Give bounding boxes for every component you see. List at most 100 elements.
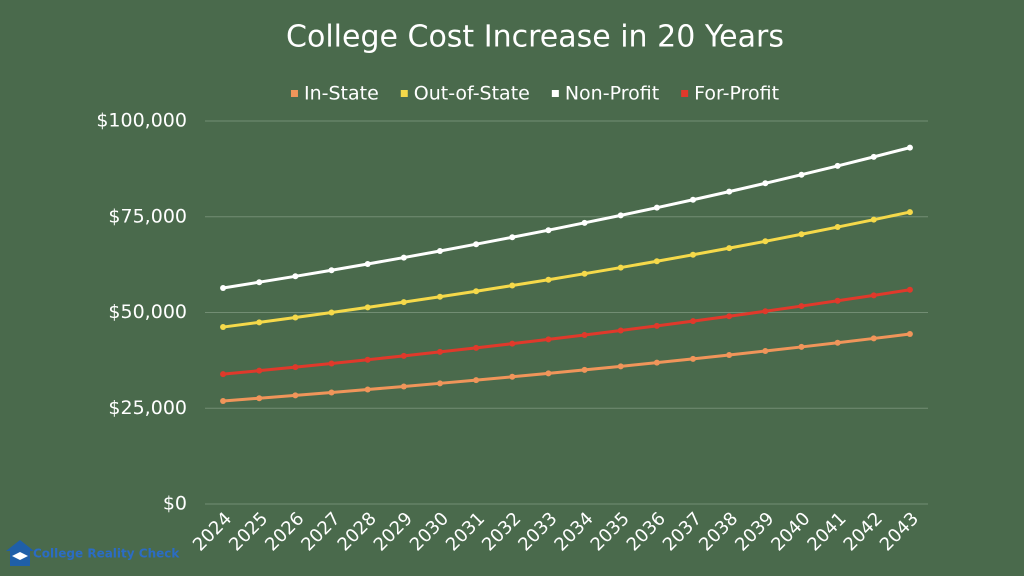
data-point	[364, 260, 371, 267]
data-point	[617, 264, 624, 271]
data-point	[364, 356, 371, 363]
series-line	[222, 332, 911, 403]
data-point	[870, 292, 877, 299]
data-point	[653, 204, 660, 211]
data-point	[581, 366, 588, 373]
data-point	[906, 144, 913, 151]
legend-marker	[290, 90, 298, 97]
data-point	[436, 293, 443, 300]
data-point	[798, 231, 805, 238]
data-point	[400, 299, 407, 306]
data-point	[798, 171, 805, 178]
data-point	[292, 273, 299, 280]
data-point	[509, 373, 516, 380]
data-point	[509, 340, 516, 347]
y-tick-label: $0	[163, 493, 187, 515]
y-tick-label: $75,000	[108, 205, 187, 227]
data-point	[400, 254, 407, 261]
data-point	[400, 352, 407, 359]
data-point	[762, 308, 769, 315]
data-point	[617, 212, 624, 219]
data-point	[690, 196, 697, 203]
data-point	[256, 279, 263, 286]
data-point	[292, 314, 299, 321]
data-point	[762, 180, 769, 187]
data-point	[762, 348, 769, 355]
data-point	[400, 383, 407, 390]
watermark: College Reality Check	[33, 547, 180, 561]
data-point	[292, 364, 299, 371]
legend-label: Non-Profit	[565, 83, 659, 105]
legend-label: For-Profit	[694, 83, 779, 105]
y-tick-label: $50,000	[108, 301, 187, 323]
data-point	[436, 380, 443, 387]
data-point	[798, 303, 805, 310]
data-point	[473, 377, 480, 384]
data-point	[328, 309, 335, 316]
watermark-logo	[6, 540, 34, 566]
series-line	[222, 146, 911, 290]
data-point	[220, 284, 227, 291]
data-point	[436, 348, 443, 355]
data-point	[256, 395, 263, 402]
data-point	[762, 238, 769, 245]
data-point	[509, 234, 516, 241]
data-point	[473, 344, 480, 351]
legend-marker	[400, 90, 408, 97]
data-point	[870, 216, 877, 223]
data-point	[726, 313, 733, 320]
data-point	[653, 258, 660, 265]
data-point	[220, 397, 227, 404]
data-point	[581, 270, 588, 277]
data-point	[834, 162, 841, 169]
data-point	[509, 282, 516, 289]
data-point	[220, 371, 227, 378]
legend-marker	[681, 90, 689, 97]
legend-label: Out-of-State	[414, 83, 530, 105]
data-point	[617, 363, 624, 370]
data-point	[581, 332, 588, 339]
chart-title: College Cost Increase in 20 Years	[286, 20, 784, 55]
data-point	[545, 370, 552, 377]
y-tick-label: $25,000	[108, 397, 187, 419]
legend-label: In-State	[304, 83, 379, 105]
data-point	[870, 335, 877, 342]
data-point	[581, 219, 588, 226]
data-point	[690, 251, 697, 258]
data-point	[328, 389, 335, 396]
data-point	[690, 318, 697, 325]
data-point	[726, 352, 733, 359]
data-point	[220, 324, 227, 331]
series-line	[222, 288, 911, 376]
data-point	[292, 392, 299, 399]
data-point	[690, 355, 697, 362]
data-point	[870, 153, 877, 160]
data-point	[473, 288, 480, 295]
data-point	[798, 343, 805, 350]
data-point	[906, 331, 913, 338]
data-point	[653, 359, 660, 366]
data-point	[256, 367, 263, 374]
data-point	[617, 327, 624, 334]
data-point	[545, 227, 552, 234]
data-point	[834, 339, 841, 346]
data-point	[906, 286, 913, 293]
legend: In-State Out-of-State Non-Profit For-Profit	[290, 83, 779, 105]
data-point	[328, 360, 335, 367]
data-point	[726, 245, 733, 252]
y-tick-label: $100,000	[96, 110, 187, 132]
legend-marker	[551, 90, 559, 97]
data-point	[473, 241, 480, 248]
data-point	[834, 297, 841, 304]
data-point	[653, 322, 660, 329]
data-point	[545, 336, 552, 343]
data-point	[834, 224, 841, 231]
data-point	[328, 267, 335, 274]
data-point	[545, 276, 552, 283]
series-line	[222, 210, 911, 329]
data-point	[436, 247, 443, 254]
data-point	[364, 386, 371, 393]
data-point	[906, 209, 913, 216]
